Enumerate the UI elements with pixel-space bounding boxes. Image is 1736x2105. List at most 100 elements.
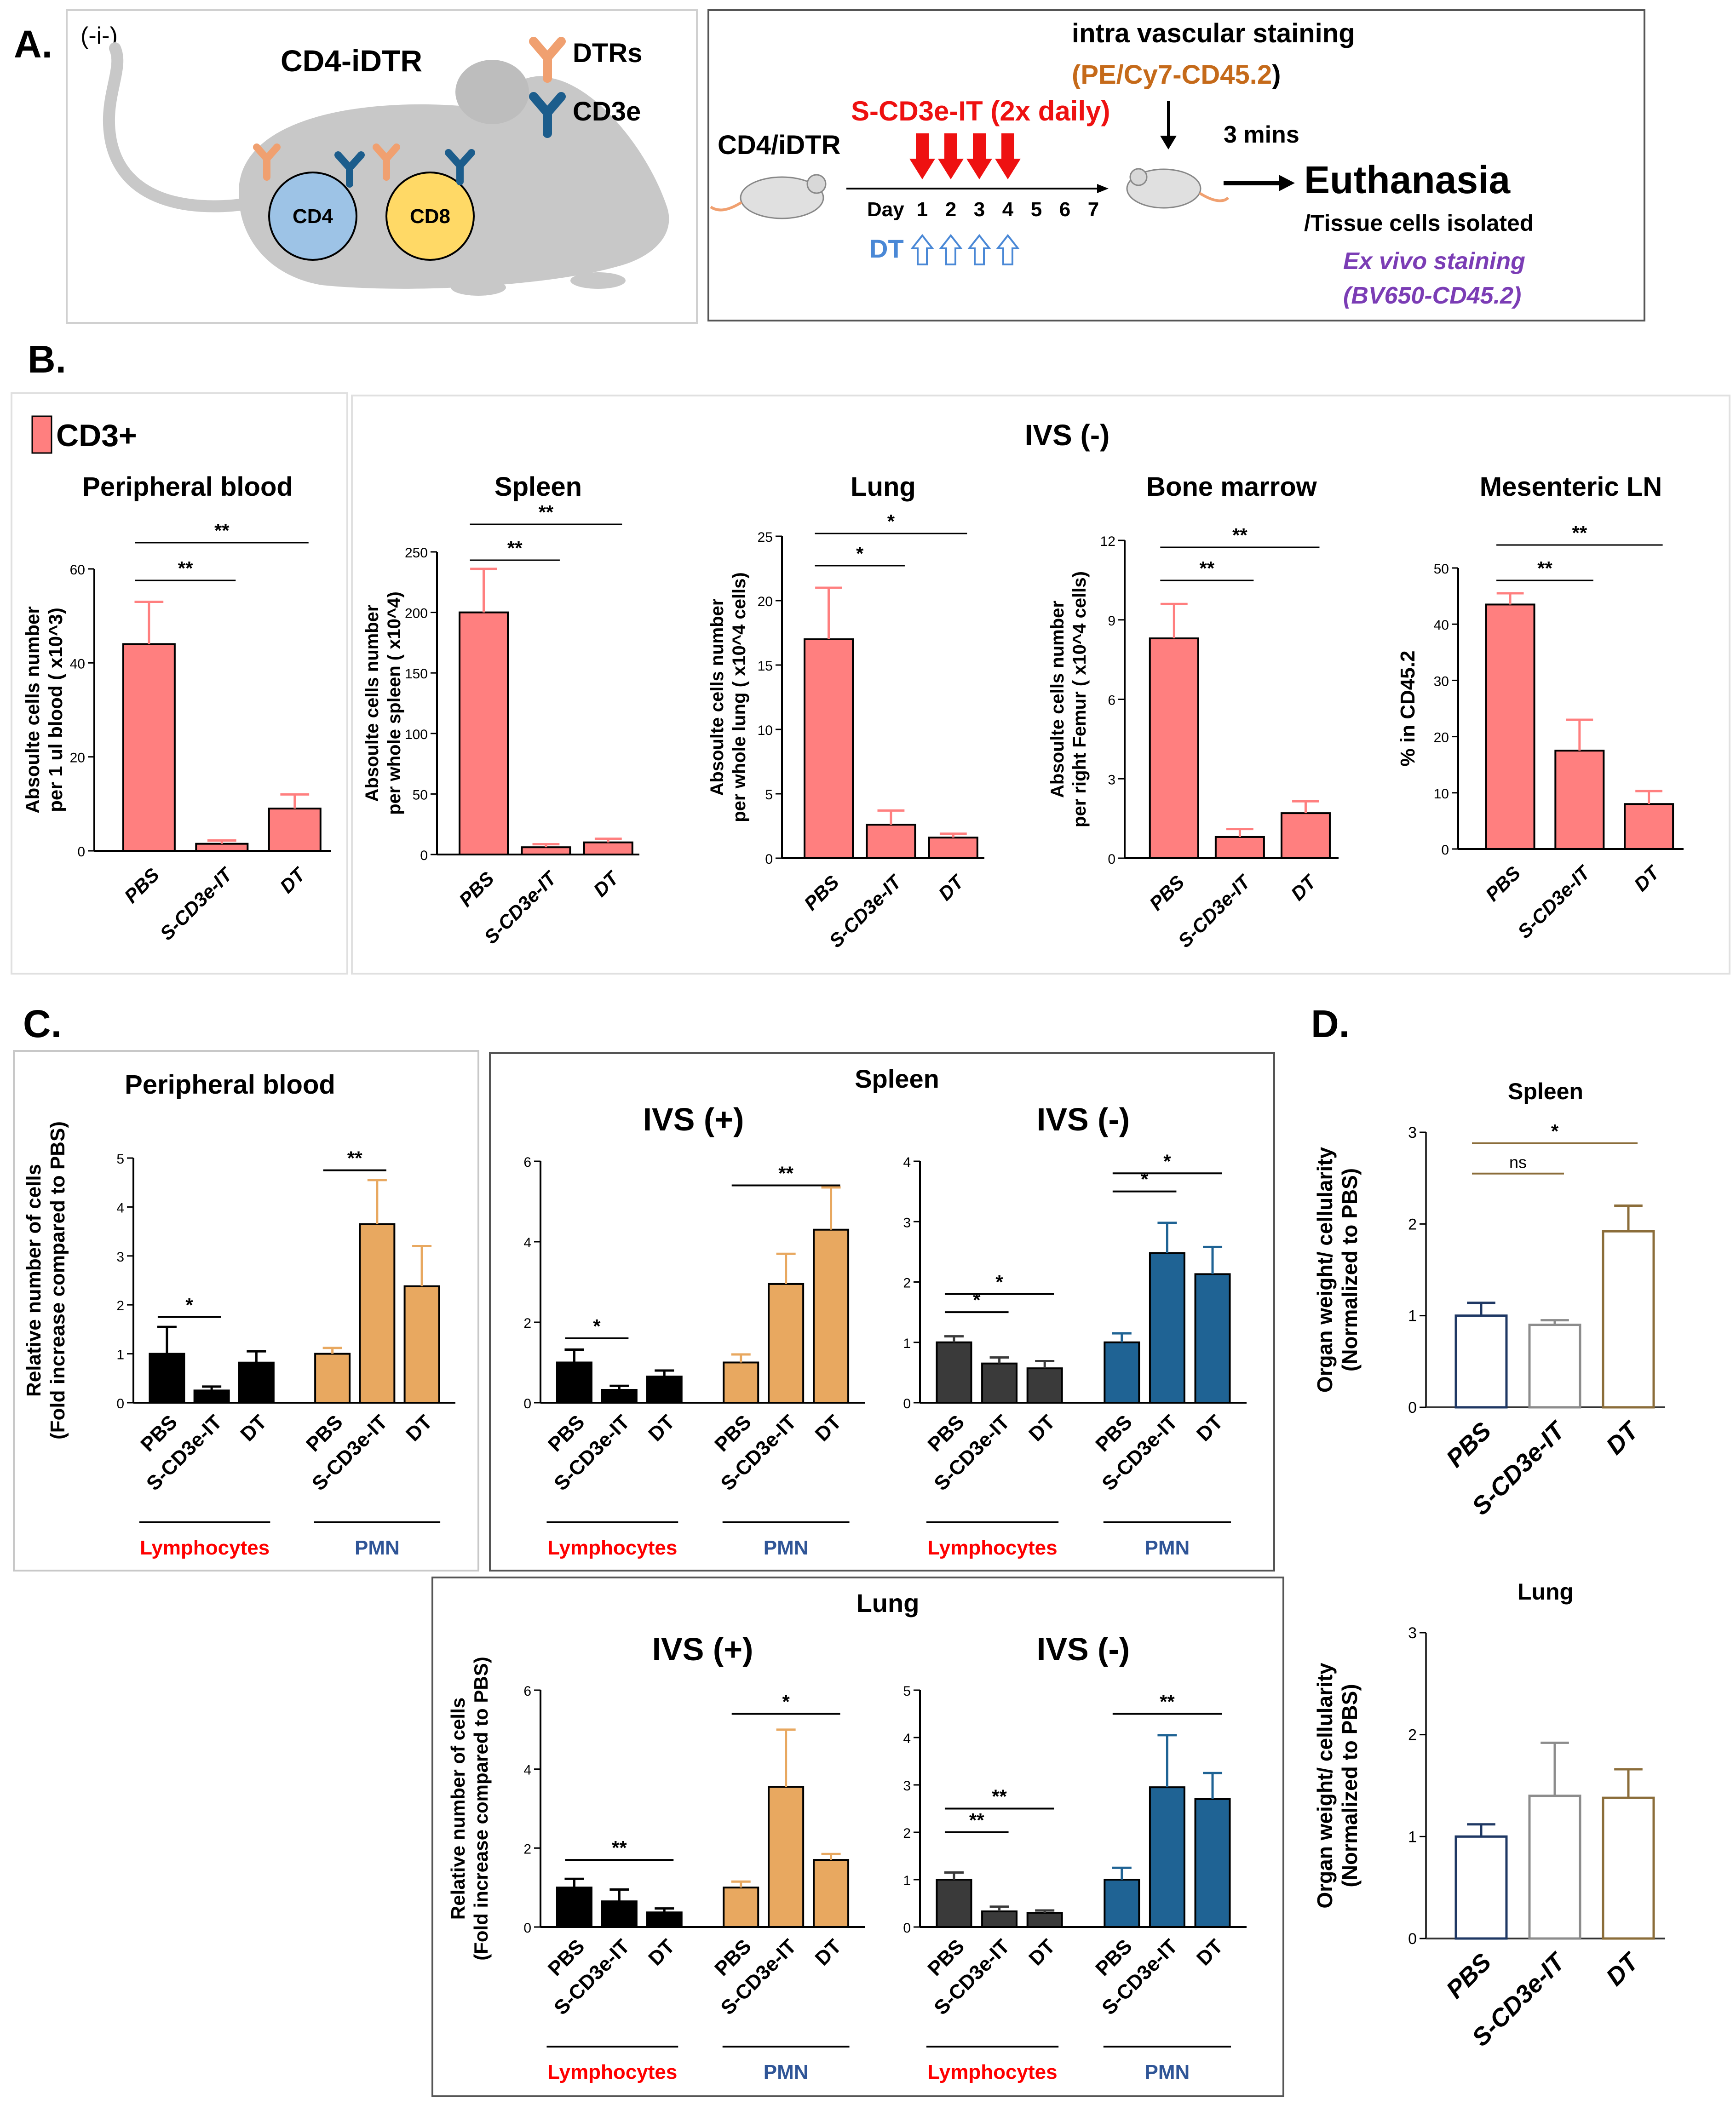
injection-arrow-icon (909, 133, 935, 179)
y-tick-label: 3 (903, 1778, 911, 1794)
y-axis-label: (Normalized to PBS) (1338, 1168, 1362, 1371)
bar-pbs (556, 1361, 592, 1404)
significance-label: ** (969, 1809, 984, 1831)
dt-arrow-icon (910, 234, 935, 265)
panel-b-frame-right (351, 395, 1730, 975)
mouse-foot (570, 272, 626, 289)
significance-label: * (1141, 1169, 1149, 1190)
bar-dt (238, 1361, 275, 1404)
significance-label: * (887, 510, 895, 532)
y-tick-label: 0 (523, 1396, 531, 1411)
bar-dt (268, 808, 322, 852)
significance-label: ** (1160, 1691, 1175, 1713)
y-tick-label: 0 (903, 1921, 911, 1936)
day-tick: 1 (917, 198, 928, 221)
cd3e-legend-icon (529, 92, 566, 138)
y-tick-label: 40 (70, 656, 85, 671)
y-tick-label: 0 (1408, 1930, 1417, 1948)
ivs-stain: (PE/Cy7-CD45.2) (1072, 60, 1281, 90)
group-label-pmn: PMN (355, 1537, 400, 1559)
chart-title: IVS (-) (1037, 1631, 1130, 1667)
injection-arrows (909, 133, 1021, 179)
bar-s-cd3e-it (521, 846, 571, 856)
mouse-foot (451, 279, 506, 296)
bar-dt (646, 1376, 683, 1404)
panel-label-b: B. (28, 338, 66, 381)
bar-pbs (936, 1341, 972, 1404)
x-tick-label: DT (1024, 1935, 1059, 1970)
bar-dt (1194, 1798, 1231, 1928)
x-tick-label: PBS (120, 864, 163, 907)
significance-label: ** (1537, 557, 1552, 579)
x-tick-label: DT (811, 1935, 846, 1970)
euthanasia-label: Euthanasia (1304, 158, 1511, 201)
x-tick-label: DT (811, 1411, 846, 1445)
y-tick-label: 10 (758, 723, 773, 738)
bar-pbs (459, 611, 509, 855)
panel-b-ivs-header: IVS (-) (1025, 419, 1110, 452)
day-tick: 5 (1031, 198, 1042, 221)
strain-label: CD4/iDTR (718, 130, 840, 160)
bar-s-cd3e-it (193, 1389, 230, 1404)
bar-s-cd3e-it (981, 1910, 1018, 1928)
day-tick: 6 (1059, 198, 1070, 221)
panel-c-lung-header: Lung (857, 1589, 920, 1617)
y-tick-label: 10 (1434, 786, 1449, 802)
significance-label: ** (612, 1837, 627, 1858)
cd8-cell (385, 172, 475, 261)
y-tick-label: 4 (903, 1731, 911, 1746)
bar-s-cd3e-it (866, 824, 916, 859)
y-tick-label: 2 (116, 1298, 124, 1313)
y-axis-label: per whole spleen ( x10^4) (384, 591, 404, 815)
cd4-cell (268, 172, 357, 261)
group-label-lymphocytes: Lymphocytes (140, 1537, 270, 1559)
bar-pbs (314, 1353, 351, 1404)
dtr-receptor-icon (253, 143, 281, 181)
x-tick-label: S-CD3e-IT (1174, 870, 1256, 952)
ivs-stain-paren: ) (1272, 60, 1281, 90)
x-tick-label: PBS (1481, 862, 1524, 905)
y-tick-label: 5 (903, 1684, 911, 1699)
significance-label: * (995, 1271, 1003, 1293)
bar-s-cd3e-it (768, 1786, 805, 1928)
y-axis-label: per right Femur ( x10^4 cells) (1069, 571, 1090, 827)
y-tick-label: 6 (523, 1155, 531, 1170)
y-tick-label: 50 (413, 787, 428, 803)
y-tick-label: 4 (523, 1235, 531, 1250)
y-axis-label: (Fold increase compared to PBS) (470, 1657, 492, 1960)
y-tick-label: 0 (420, 848, 428, 863)
y-tick-label: 3 (1108, 772, 1115, 787)
cd3-legend-swatch (31, 415, 52, 454)
bar-pbs (1485, 603, 1535, 850)
group-label-pmn: PMN (764, 2061, 809, 2083)
cd4-cell-label: CD4 (293, 205, 333, 228)
y-tick-label: 1 (903, 1873, 911, 1888)
y-tick-label: 2 (1408, 1216, 1417, 1233)
bar-dt (646, 1911, 683, 1928)
x-tick-label: DT (1192, 1935, 1227, 1970)
y-tick-label: 6 (1108, 693, 1115, 708)
y-tick-label: 25 (758, 530, 773, 545)
y-axis-label: Absoulte cells number (22, 606, 43, 813)
y-tick-label: 30 (1434, 674, 1449, 689)
y-tick-label: 2 (523, 1316, 531, 1331)
legend-cd3e: CD3e (573, 97, 641, 126)
x-tick-label: S-CD3e-IT (1513, 861, 1595, 943)
y-tick-label: 9 (1108, 614, 1115, 629)
x-tick-label: S-CD3e-IT (156, 863, 238, 945)
x-tick-label: DT (236, 1411, 271, 1445)
chart-title: Lung (1518, 1579, 1574, 1605)
mouse-icon-right (1126, 168, 1230, 209)
significance-label: ** (1572, 522, 1587, 544)
significance-label: ** (1232, 524, 1247, 546)
significance-label: * (185, 1294, 193, 1316)
significance-label: * (973, 1289, 981, 1311)
panel-b-frame-left (11, 392, 348, 975)
